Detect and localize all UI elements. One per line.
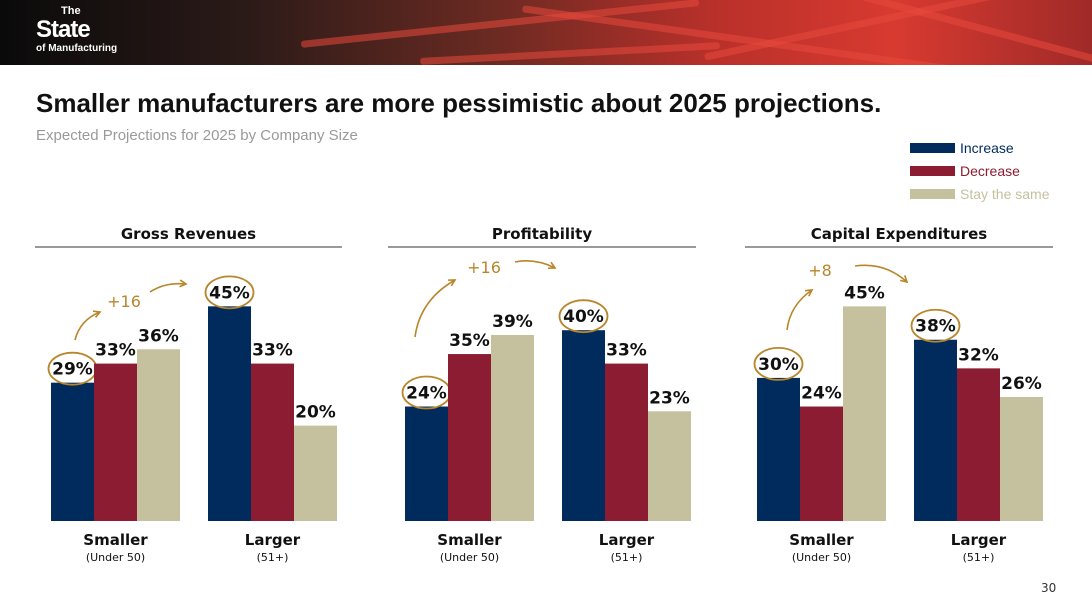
highlight-circle (204, 275, 255, 310)
annotation-arrow (786, 289, 813, 331)
arrowhead-icon (900, 275, 909, 284)
page-subtitle: Expected Projections for 2025 by Company… (36, 127, 358, 144)
bar-increase (405, 406, 448, 521)
legend-swatch (910, 142, 955, 153)
highlight-circle (558, 299, 609, 334)
category-sublabel: (Under 50) (792, 551, 851, 564)
bar-decrease (448, 354, 491, 521)
data-label: 40% (563, 307, 604, 327)
bar-stay-the-same (491, 334, 534, 521)
data-label: 33% (606, 341, 647, 361)
annotation-arrow (854, 264, 908, 283)
bar-decrease (251, 363, 294, 521)
highlight-circle (910, 308, 961, 343)
annotation-arrow (149, 282, 187, 293)
chart-title: Gross Revenues (121, 225, 256, 243)
chart-title: Profitability (492, 225, 592, 243)
category-label: Larger (951, 531, 1007, 549)
data-label: 29% (52, 360, 93, 380)
page-number: 30 (1041, 581, 1057, 595)
legend: Increase Decrease Stay the same (910, 136, 1050, 205)
data-label: 36% (138, 326, 179, 346)
arrowhead-icon (447, 279, 457, 287)
arrowhead-icon (179, 279, 188, 288)
category-sublabel: (Under 50) (440, 551, 499, 564)
annotation-arrow (74, 311, 101, 341)
bar-increase (51, 382, 94, 521)
category-label: Smaller (789, 531, 854, 549)
bar-decrease (94, 363, 137, 521)
page-title: Smaller manufacturers are more pessimist… (36, 88, 882, 118)
category-sublabel: (Under 50) (86, 551, 145, 564)
arrowhead-icon (804, 289, 814, 297)
bar-increase (208, 306, 251, 521)
legend-swatch (910, 165, 955, 176)
data-label: 33% (95, 341, 136, 361)
annotation-delta: +16 (467, 258, 501, 277)
bar-stay-the-same (648, 411, 691, 521)
bar-stay-the-same (843, 306, 886, 521)
data-label: 26% (1001, 374, 1042, 394)
bar-stay-the-same (137, 349, 180, 521)
data-label: 24% (801, 384, 842, 404)
data-label: 33% (252, 341, 293, 361)
data-label: 45% (209, 283, 250, 303)
bar-stay-the-same (294, 425, 337, 521)
bar-decrease (605, 363, 648, 521)
category-sublabel: (51+) (257, 551, 289, 564)
annotation-delta: +8 (808, 261, 832, 280)
bar-increase (757, 377, 800, 521)
legend-item-stay-the-same: Stay the same (910, 182, 1050, 205)
header-banner: The State of Manufacturing (0, 0, 1092, 65)
logo: The State of Manufacturing (36, 5, 118, 54)
data-label: 38% (915, 317, 956, 337)
arrowhead-icon (92, 310, 102, 318)
arrowhead-icon (547, 261, 557, 270)
data-label: 35% (449, 331, 490, 351)
category-label: Smaller (83, 531, 148, 549)
chart-title: Capital Expenditures (811, 225, 987, 243)
category-label: Larger (599, 531, 655, 549)
legend-swatch (910, 188, 955, 199)
data-label: 24% (406, 384, 447, 404)
data-label: 30% (758, 355, 799, 375)
annotation-arrow (514, 260, 556, 269)
data-label: 32% (958, 345, 999, 365)
bar-stay-the-same (1000, 396, 1043, 521)
data-label: 39% (492, 312, 533, 332)
bar-increase (562, 330, 605, 521)
data-label: 23% (649, 388, 690, 408)
category-sublabel: (51+) (963, 551, 995, 564)
annotation-arrow (414, 279, 456, 338)
category-sublabel: (51+) (611, 551, 643, 564)
bar-decrease (800, 406, 843, 521)
data-label: 20% (295, 403, 336, 423)
data-label: 45% (844, 283, 885, 303)
annotation-delta: +16 (107, 292, 141, 311)
legend-item-decrease: Decrease (910, 159, 1050, 182)
legend-item-increase: Increase (910, 136, 1050, 159)
category-label: Larger (245, 531, 301, 549)
category-label: Smaller (437, 531, 502, 549)
bar-decrease (957, 368, 1000, 521)
highlight-circle (753, 346, 804, 381)
bar-increase (914, 339, 957, 521)
